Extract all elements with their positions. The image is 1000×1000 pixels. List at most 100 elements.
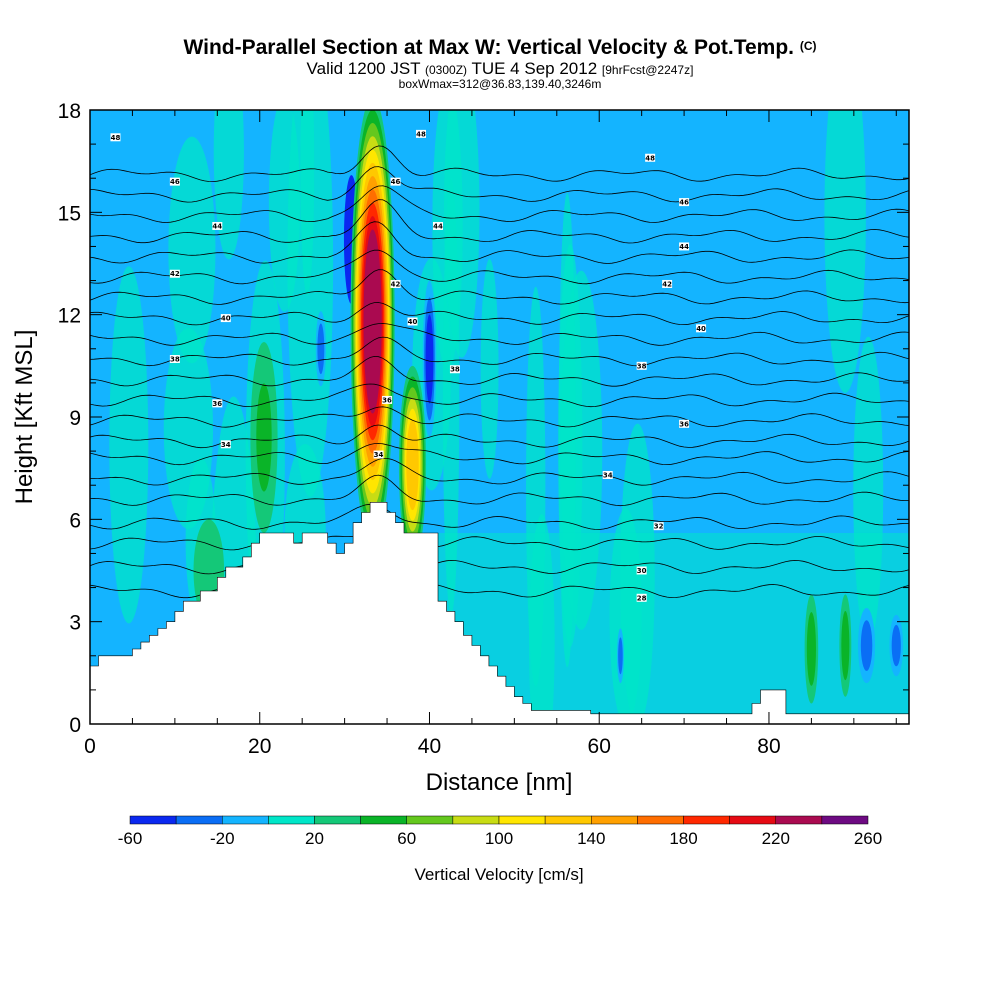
contour-label: 42 [662, 280, 672, 288]
isentrope-line [90, 269, 909, 305]
contour-label-bg [679, 419, 690, 428]
contour-label-bg [662, 279, 673, 288]
isentrope-line [90, 503, 909, 530]
contour-label: 40 [408, 318, 418, 326]
isentrope-line [90, 355, 909, 387]
chart-subtitle: Valid 1200 JST (0300Z) TUE 4 Sep 2012 [9… [0, 59, 1000, 79]
contour-label: 36 [382, 396, 392, 404]
contour-label: 48 [111, 134, 121, 142]
updraft-cell [198, 535, 220, 606]
velocity-band [824, 110, 866, 393]
colorbar-swatch [314, 815, 361, 825]
y-tick-label: 9 [69, 407, 81, 430]
colorbar-swatch [268, 815, 315, 825]
velocity-cells [193, 110, 904, 704]
isentrope-line [90, 185, 909, 223]
colorbar-tick-label: -20 [210, 829, 235, 848]
isentrope-line [90, 474, 909, 507]
colorbar-swatch [222, 815, 269, 825]
contour-label: 40 [221, 315, 231, 323]
contour-label-bg [169, 269, 180, 278]
chart-title: Wind-Parallel Section at Max W: Vertical… [0, 36, 1000, 60]
downdraft-cell [425, 314, 434, 404]
contour-label-bg [696, 324, 707, 333]
colorbar-swatch [637, 815, 684, 825]
valid-utc: (0300Z) [425, 63, 468, 77]
isentrope-line [90, 145, 909, 183]
colorbar-swatch [406, 815, 454, 825]
contour-label-bg [636, 593, 647, 602]
y-tick-label: 3 [69, 612, 81, 635]
plot-area: 48 46 44 42 40 38 36 34 48 46 44 42 40 38 36 34 48 46 44 42… [90, 110, 909, 724]
contour-label-bg [679, 198, 690, 207]
contour-label: 34 [603, 471, 613, 479]
downdraft-cell [891, 624, 901, 667]
contour-label: 48 [645, 154, 655, 162]
contour-label: 34 [374, 451, 384, 459]
colorbar-swatch [729, 815, 776, 825]
isentrope-line [90, 383, 909, 408]
colorbar-tick-label: -60 [118, 829, 143, 848]
contour-label: 38 [450, 366, 460, 374]
contour-label-bg [415, 129, 426, 138]
contour-label-bg [382, 395, 393, 404]
isentrope-line [90, 530, 909, 551]
box-info: boxWmax=312@36.83,139.40,3246m [398, 77, 602, 91]
downdraft-cell [317, 323, 325, 375]
y-tick-label: 6 [69, 509, 81, 532]
updraft-cell [363, 229, 382, 414]
contour-label-bg [679, 242, 690, 251]
valid-date: TUE 4 Sep 2012 [471, 59, 598, 78]
contour-label-bg [432, 221, 443, 230]
colorbar-swatch [775, 815, 823, 825]
colorbar-swatch [175, 815, 223, 825]
velocity-band [168, 136, 216, 364]
contour-label-bg [390, 279, 401, 288]
terrain [90, 502, 909, 724]
colorbar-tick-label: 100 [485, 829, 513, 848]
contour-label: 46 [170, 178, 180, 186]
y-tick-label: 0 [69, 714, 81, 737]
contour-label-bg [373, 450, 384, 459]
contour-label: 38 [170, 356, 180, 364]
colorbar-title: Vertical Velocity [cm/s] [414, 865, 583, 884]
colorbar-tick-label: 180 [669, 829, 697, 848]
isentrope-line [90, 199, 909, 244]
isentrope-line [90, 458, 909, 486]
x-tick-label: 20 [248, 735, 271, 758]
contour-label: 46 [391, 178, 401, 186]
contour-label: 28 [637, 594, 647, 602]
contour-label-bg [636, 566, 647, 575]
isentrope-line [90, 249, 909, 285]
colorbar: -60 -20 20 60 100 140 180 220 260 [118, 815, 882, 848]
downdraft-cell [860, 620, 873, 671]
velocity-band [480, 259, 499, 479]
colorbar-swatch [498, 815, 546, 825]
isentrope-line [90, 442, 909, 466]
contour-label: 36 [679, 420, 689, 428]
contour-label-bg [110, 133, 121, 142]
contour-label: 46 [679, 199, 689, 207]
contour-label-bg [212, 221, 223, 230]
contour-label-bg [220, 314, 231, 323]
contour-label-bg [645, 153, 656, 162]
y-tick-label: 18 [58, 100, 81, 123]
contour-label: 48 [416, 130, 426, 138]
updraft-cell [806, 612, 816, 686]
isentrope-line [90, 406, 909, 428]
contour-label-bg [636, 361, 647, 370]
velocity-band [109, 266, 149, 624]
colorbar-tick-label: 220 [762, 829, 790, 848]
colorbar-swatch [544, 815, 592, 825]
title-mark: (C) [799, 39, 817, 53]
isentrope-line [90, 336, 909, 367]
colorbar-tick-label: 260 [854, 829, 882, 848]
colorbar-swatch [683, 815, 730, 825]
velocity-band [300, 110, 315, 296]
colorbar-swatch [591, 815, 638, 825]
chart-title-text: Wind-Parallel Section at Max W: Vertical… [183, 36, 794, 59]
colorbar-swatch [360, 815, 407, 825]
updraft-cell [256, 383, 272, 492]
